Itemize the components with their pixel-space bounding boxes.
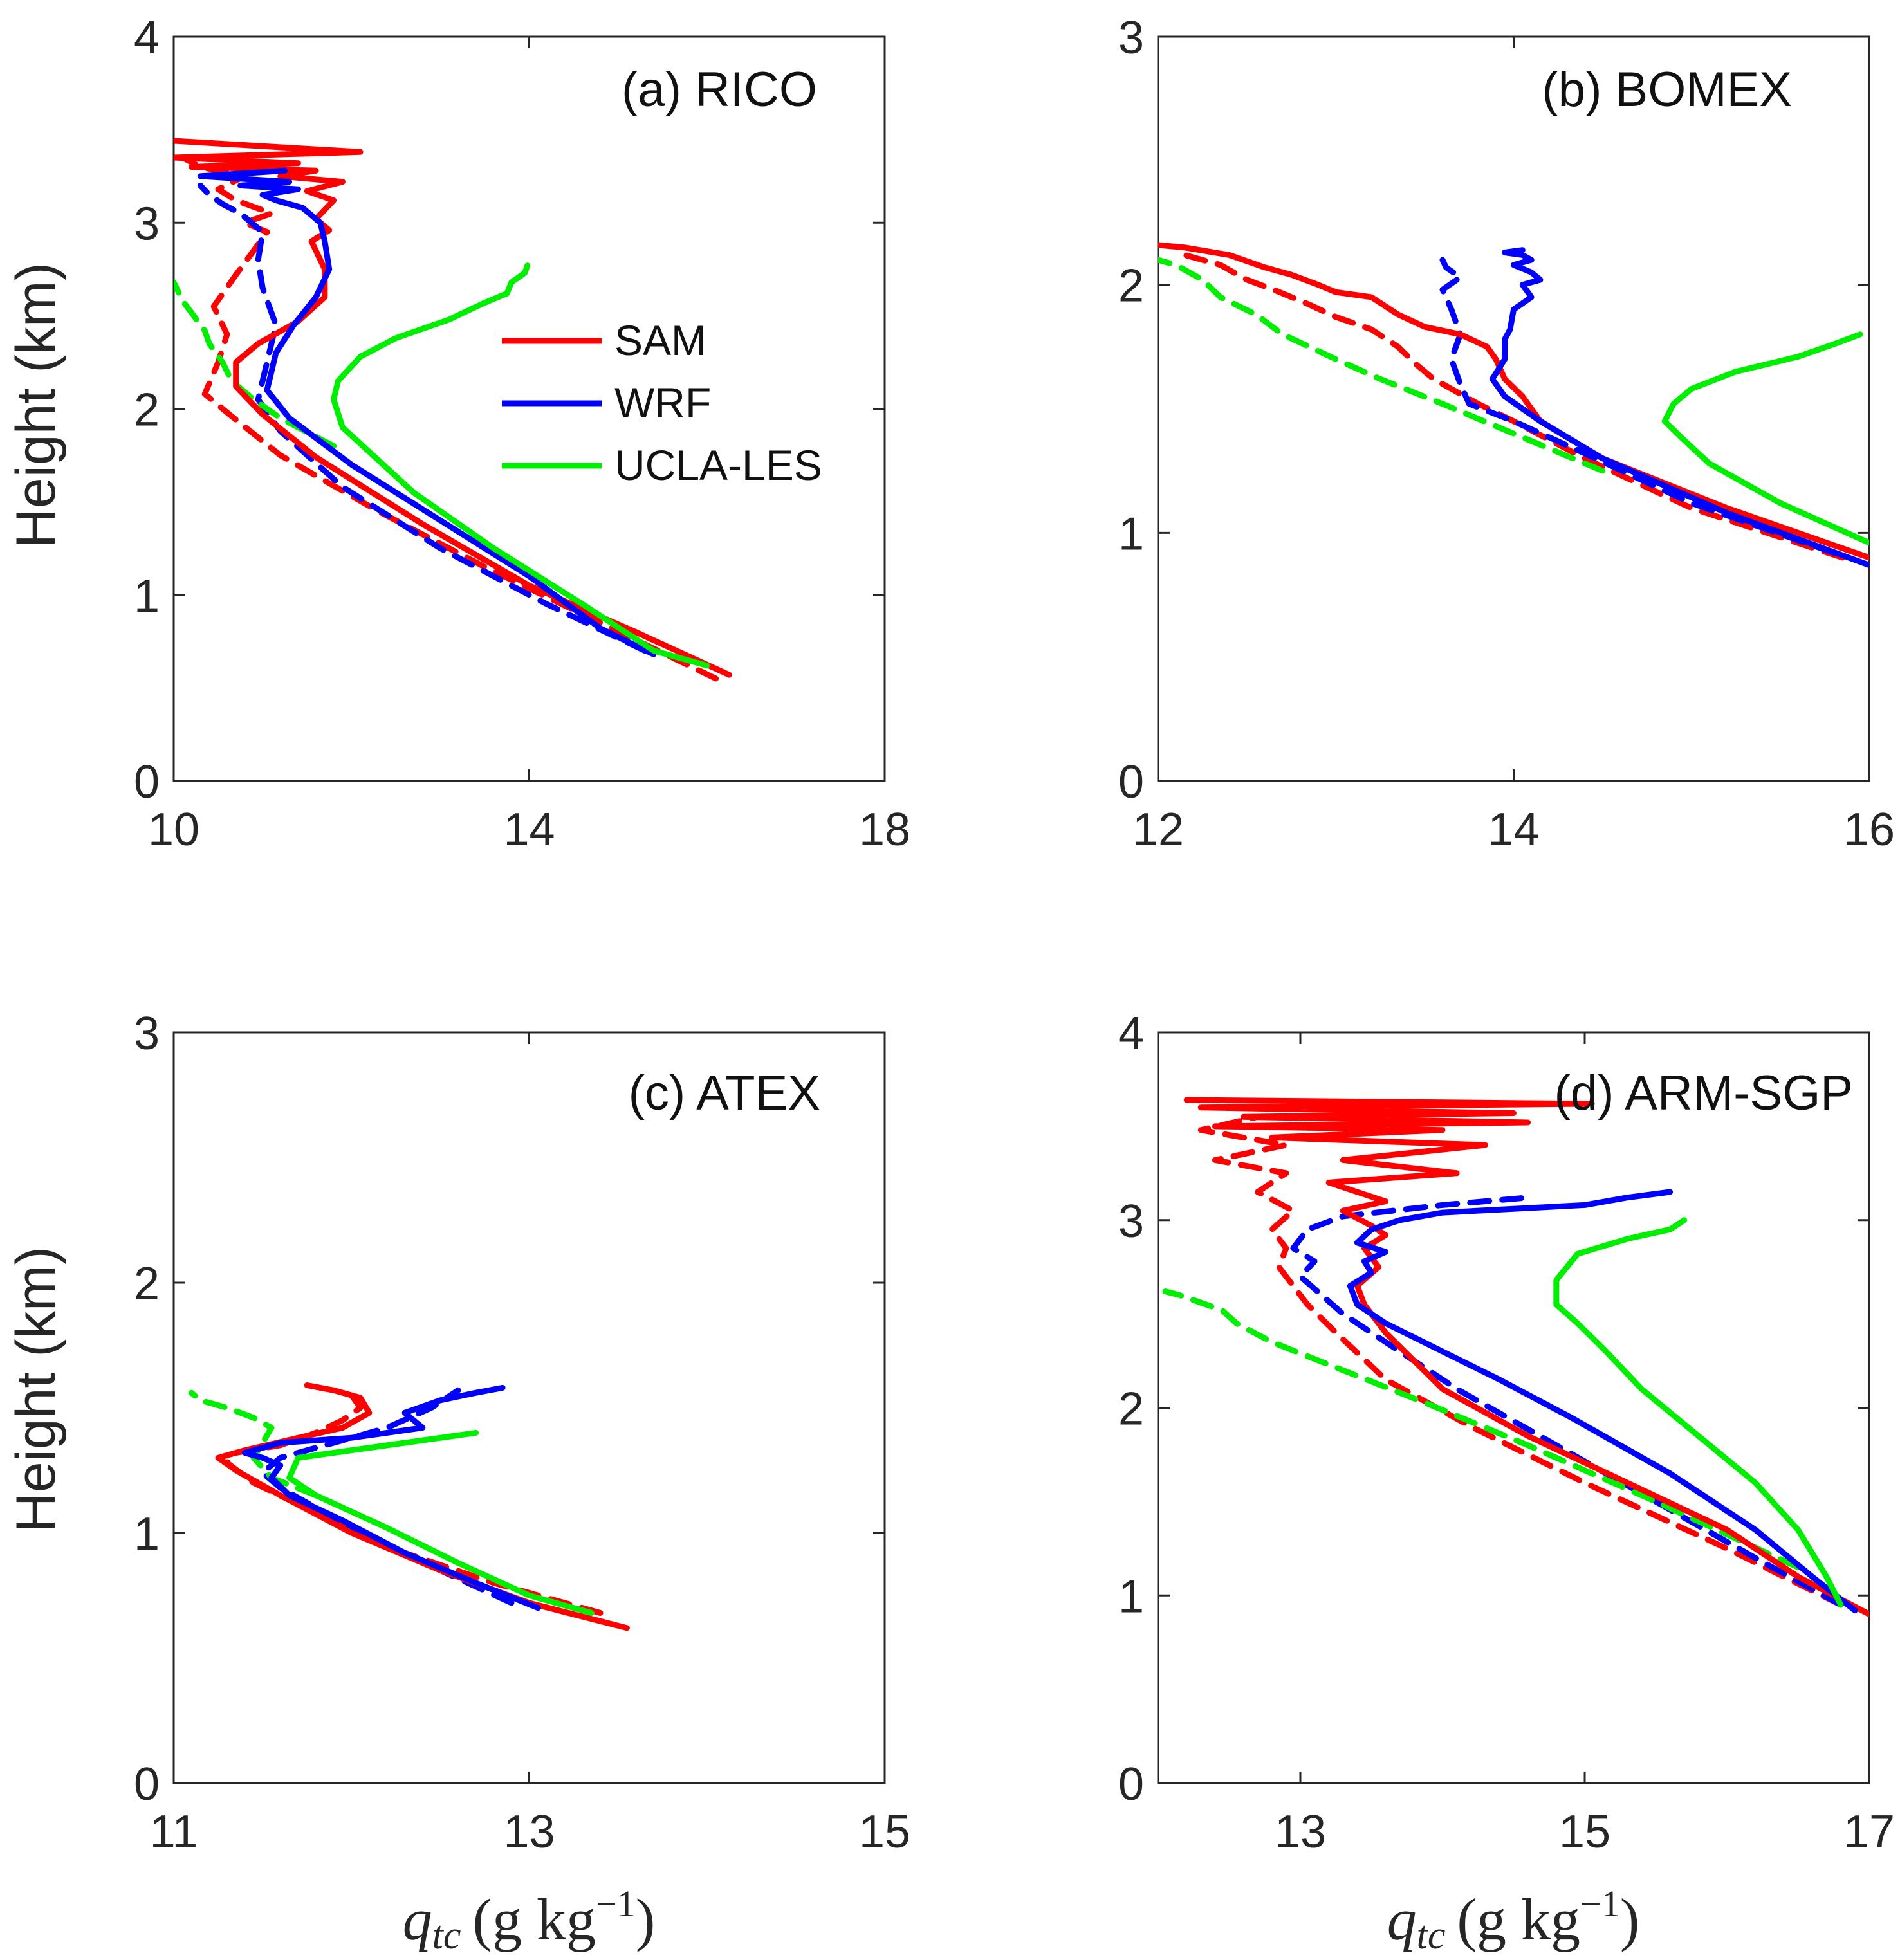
panel-b-series-wrf-dashed bbox=[1439, 257, 1837, 556]
panel-b-xtick-label: 16 bbox=[1843, 804, 1895, 856]
panel-c-ytick-label: 2 bbox=[134, 1258, 160, 1310]
xlabel-c-exp: −1 bbox=[596, 1883, 636, 1925]
panel-b-series bbox=[1158, 242, 1869, 568]
xlabel-d-close: ) bbox=[1620, 1887, 1640, 1952]
panel-d-xtick-label: 15 bbox=[1559, 1806, 1610, 1858]
panel-a-xtick-label: 18 bbox=[859, 804, 910, 856]
panel-d-series-wrf-solid bbox=[1347, 1189, 1858, 1614]
panel-b-series-sam-dashed bbox=[1181, 252, 1846, 561]
panel-c-xtick-label: 13 bbox=[503, 1806, 555, 1858]
panel-b-series-wrf-solid bbox=[1489, 247, 1869, 568]
panel-c-ylabel: Height (km) bbox=[5, 1247, 67, 1532]
panel-b-series-ucla-les-dashed bbox=[1158, 257, 1606, 474]
panel-d-series-ucla-les-solid bbox=[1553, 1217, 1844, 1608]
panel-a-series-wrf-solid bbox=[197, 167, 657, 657]
panel-c-series-wrf-solid bbox=[242, 1384, 541, 1611]
xlabel-c-sub: tc bbox=[432, 1914, 461, 1957]
panel-c-series bbox=[189, 1382, 630, 1631]
panel-d-ytick-label: 1 bbox=[1118, 1571, 1144, 1622]
legend-label-sam: SAM bbox=[614, 316, 706, 364]
legend: SAM WRF UCLA-LES bbox=[502, 316, 822, 489]
panel-a-series-ucla-les-solid bbox=[331, 262, 710, 669]
panel-c-xtick-label: 11 bbox=[150, 1806, 198, 1858]
xlabel-c-unit: (g kg bbox=[472, 1887, 596, 1952]
panel-d-series-wrf-dashed bbox=[1290, 1195, 1844, 1608]
panel-a-ytick-label: 1 bbox=[134, 571, 160, 622]
legend-label-ucla-les: UCLA-LES bbox=[614, 441, 822, 489]
panel-d-xtick-label: 13 bbox=[1275, 1806, 1326, 1858]
panel-d: 13 15 17 0 1 2 3 4 (d) ARM-SGP bbox=[1118, 1008, 1895, 1858]
panel-a-series-wrf-dashed bbox=[197, 182, 648, 654]
xlabel-c: qtc (g kg−1) bbox=[403, 1883, 656, 1957]
panel-a-xtick-label: 10 bbox=[148, 804, 199, 856]
panel-c-ticks: 11 13 15 0 1 2 3 bbox=[134, 1008, 910, 1858]
panel-a-series-sam-solid bbox=[174, 138, 732, 678]
xlabel-d-unit: (g kg bbox=[1457, 1887, 1580, 1952]
panel-d-xtick-label: 17 bbox=[1843, 1806, 1895, 1858]
panel-a-ticks: 10 14 18 0 1 2 3 4 bbox=[134, 12, 910, 856]
panel-b-xtick-label: 14 bbox=[1488, 804, 1539, 856]
panel-b-xtick-label: 12 bbox=[1132, 804, 1184, 856]
xlabel-d: qtc (g kg−1) bbox=[1387, 1883, 1640, 1957]
panel-b-ytick-label: 1 bbox=[1118, 508, 1144, 560]
panel-d-ytick-label: 4 bbox=[1118, 1008, 1144, 1059]
panel-a-xtick-label: 14 bbox=[503, 804, 555, 856]
xlabel-d-sub: tc bbox=[1417, 1914, 1446, 1957]
xlabel-c-close: ) bbox=[636, 1887, 656, 1952]
xlabel-d-text: qtc (g kg−1) bbox=[1387, 1883, 1640, 1957]
panel-d-series-sam-solid bbox=[1183, 1097, 1869, 1617]
panel-d-ytick-label: 3 bbox=[1118, 1196, 1144, 1247]
panel-d-series-ucla-les-dashed bbox=[1162, 1288, 1801, 1570]
panel-c-title: (c) ATEX bbox=[629, 1066, 820, 1121]
legend-label-wrf: WRF bbox=[614, 379, 711, 426]
panel-c-ytick-label: 1 bbox=[134, 1508, 160, 1560]
panel-d-series-sam-dashed bbox=[1197, 1113, 1844, 1608]
panel-a-ytick-label: 3 bbox=[134, 198, 160, 250]
xlabel-c-q: q bbox=[403, 1887, 432, 1952]
panel-b-title: (b) BOMEX bbox=[1542, 62, 1793, 117]
panel-a: 10 14 18 0 1 2 3 4 (a) RICO Height (km) bbox=[5, 12, 910, 856]
panel-a-ylabel: Height (km) bbox=[5, 262, 67, 548]
panel-d-ytick-label: 0 bbox=[1118, 1759, 1144, 1810]
panel-a-series-ucla-les-dashed bbox=[174, 279, 337, 449]
panel-a-ytick-label: 0 bbox=[134, 756, 160, 808]
panel-c-series-ucla-les-dashed bbox=[189, 1389, 319, 1499]
xlabel-d-exp: −1 bbox=[1580, 1883, 1620, 1925]
panel-c-series-sam-dashed bbox=[224, 1392, 604, 1616]
panel-d-title: (d) ARM-SGP bbox=[1554, 1066, 1854, 1121]
panel-b-ytick-label: 3 bbox=[1118, 12, 1144, 64]
xlabel-d-q: q bbox=[1387, 1887, 1417, 1952]
panel-d-ytick-label: 2 bbox=[1118, 1384, 1144, 1435]
xlabel-c-text: qtc (g kg−1) bbox=[403, 1883, 656, 1957]
panel-c-ytick-label: 0 bbox=[134, 1759, 160, 1810]
panel-c-series-ucla-les-solid bbox=[286, 1429, 595, 1616]
panel-c-xtick-label: 15 bbox=[859, 1806, 910, 1858]
panel-c: 11 13 15 0 1 2 3 (c) ATEX Height (km) bbox=[5, 1008, 910, 1858]
panel-a-series-sam-dashed bbox=[180, 154, 719, 682]
panel-b-series-ucla-les-solid bbox=[1661, 331, 1869, 546]
panel-a-title: (a) RICO bbox=[622, 62, 817, 117]
panel-a-ytick-label: 4 bbox=[134, 12, 160, 64]
panel-d-ticks: 13 15 17 0 1 2 3 4 bbox=[1118, 1008, 1895, 1858]
panel-c-ytick-label: 3 bbox=[134, 1008, 160, 1059]
panel-d-series bbox=[1162, 1097, 1869, 1617]
panel-a-ytick-label: 2 bbox=[134, 385, 160, 436]
panel-b-ytick-label: 0 bbox=[1118, 756, 1144, 808]
panel-b-ytick-label: 2 bbox=[1118, 261, 1144, 312]
panel-a-series bbox=[174, 138, 732, 682]
